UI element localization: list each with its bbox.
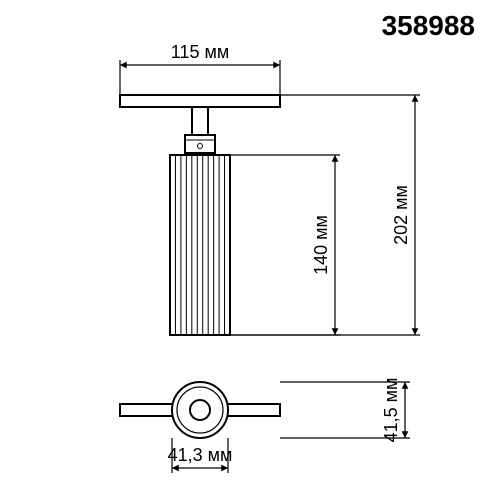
dim-height-total: 202 мм bbox=[391, 185, 411, 245]
dim-height-cylinder: 140 мм bbox=[311, 215, 331, 275]
top-plate bbox=[120, 95, 280, 107]
dim-height-bottom: 41,5 мм bbox=[381, 378, 401, 443]
dim-width-top: 115 мм bbox=[171, 42, 229, 62]
dim-width-bottom: 41,3 мм bbox=[168, 445, 233, 465]
cylinder-body bbox=[170, 155, 230, 335]
product-code: 358988 bbox=[382, 10, 475, 41]
ring-outer bbox=[172, 382, 228, 438]
neck bbox=[192, 107, 208, 135]
technical-drawing: 358988 115 мм 140 мм 202 мм 41,3 мм 41,5 мм bbox=[0, 0, 500, 500]
